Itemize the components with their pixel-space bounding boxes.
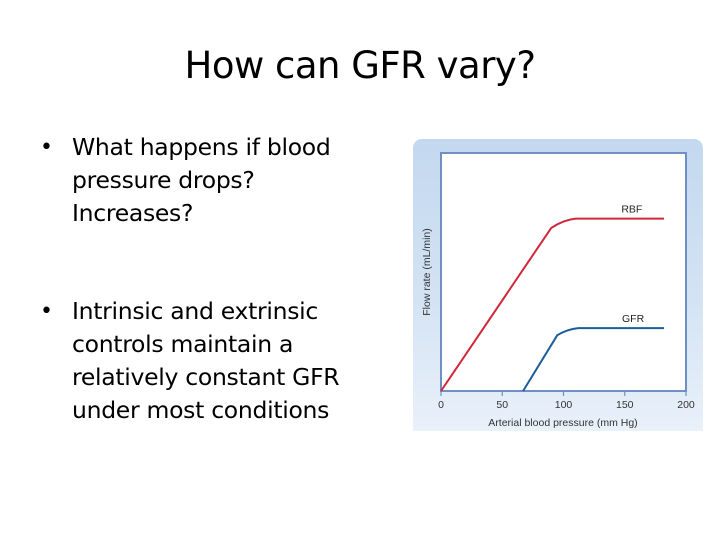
bullet-dot-icon: •: [40, 135, 53, 160]
bullet-line: controls maintain a: [72, 330, 294, 358]
bullet-line: pressure drops?: [72, 166, 255, 194]
x-tick-label: 50: [496, 399, 508, 411]
x-tick-label: 100: [555, 399, 573, 411]
bullet-line: Intrinsic and extrinsic: [72, 297, 319, 325]
x-axis-label: Arterial blood pressure (mm Hg): [488, 417, 637, 429]
bullet-item-blood-pressure: • What happens if blood pressure drops? …: [38, 131, 398, 230]
bullet-dot-icon: •: [40, 299, 53, 324]
x-axis-ticks: 0 50 100 150 200: [438, 391, 695, 411]
flow-rate-chart: 0 50 100 150 200 RBF GFR Arterial blood press…: [421, 152, 695, 429]
series-label-gfr: GFR: [622, 313, 645, 325]
y-axis-label: Flow rate (mL/min): [421, 228, 433, 316]
bullet-line: relatively constant GFR: [72, 363, 340, 391]
chart-panel: 0 50 100 150 200 RBF GFR Arterial blood press…: [413, 139, 703, 431]
series-line-gfr: [522, 327, 664, 392]
slide-title: How can GFR vary?: [184, 44, 536, 87]
series-label-rbf: RBF: [621, 204, 642, 216]
bullet-list: • What happens if blood pressure drops? …: [38, 131, 398, 427]
plot-area: [440, 152, 687, 392]
x-tick-label: 0: [438, 399, 444, 411]
x-tick-label: 150: [616, 399, 634, 411]
series-line-rbf: [440, 217, 664, 392]
series-lines: [440, 217, 664, 392]
x-tick-label: 200: [677, 399, 695, 411]
bullet-line: under most conditions: [72, 396, 330, 424]
bullet-line: What happens if blood: [72, 133, 331, 161]
bullet-item-controls: • Intrinsic and extrinsic controls maint…: [38, 295, 398, 427]
bullet-line: Increases?: [72, 199, 194, 227]
series-labels: RBF GFR: [621, 204, 644, 326]
